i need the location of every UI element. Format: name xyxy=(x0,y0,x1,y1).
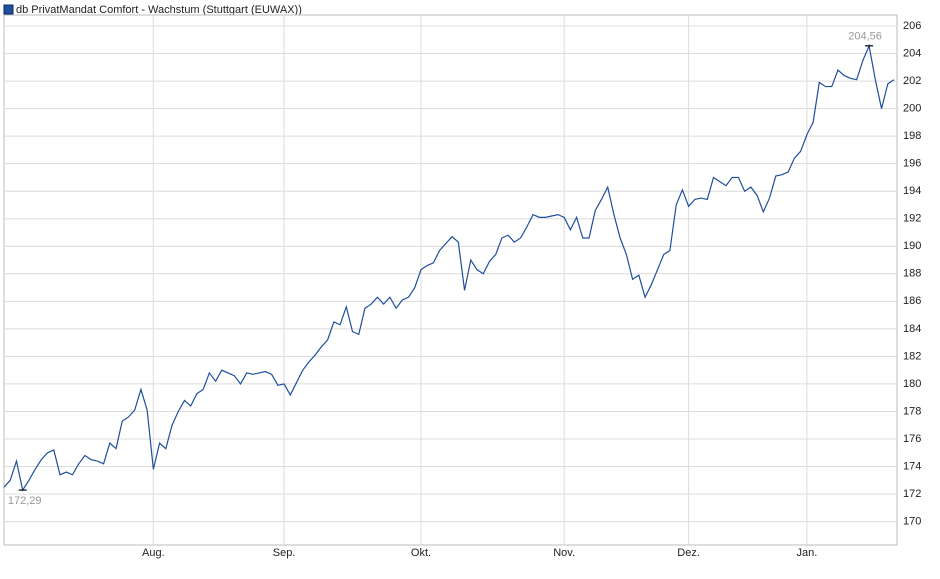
x-tick-label: Aug. xyxy=(142,547,165,559)
legend-label: db PrivatMandat Comfort - Wachstum (Stut… xyxy=(16,4,302,16)
y-tick-label: 182 xyxy=(903,350,921,362)
y-tick-label: 180 xyxy=(903,378,921,390)
x-tick-label: Nov. xyxy=(553,547,575,559)
x-tick-label: Okt. xyxy=(411,547,431,559)
y-tick-label: 174 xyxy=(903,460,921,472)
y-tick-label: 206 xyxy=(903,20,921,32)
line xyxy=(3,43,895,492)
y-tick-label: 202 xyxy=(903,75,921,87)
y-tick-label: 178 xyxy=(903,405,921,417)
y-tick-label: 194 xyxy=(903,185,921,197)
y-tick-label: 204 xyxy=(903,47,921,59)
y-tick-label: 200 xyxy=(903,103,921,115)
y-tick-label: 196 xyxy=(903,158,921,170)
y-tick-label: 172 xyxy=(903,488,921,500)
y-tick-label: 192 xyxy=(903,213,921,225)
x-tick-label: Jan. xyxy=(796,547,817,559)
x-tick-label: Dez. xyxy=(677,547,700,559)
y-tick-label: 170 xyxy=(903,516,921,528)
legend-swatch xyxy=(3,4,14,15)
x-tick-label: Sep. xyxy=(273,547,296,559)
y-tick-label: 198 xyxy=(903,130,921,142)
y-tick-label: 186 xyxy=(903,295,921,307)
y-tick-label: 188 xyxy=(903,268,921,280)
y-tick-label: 176 xyxy=(903,433,921,445)
data-label: 204,56 xyxy=(848,31,882,43)
plot-area xyxy=(3,14,898,546)
y-tick-label: 190 xyxy=(903,240,921,252)
data-label: 172,29 xyxy=(8,495,42,507)
y-tick-label: 184 xyxy=(903,323,921,335)
